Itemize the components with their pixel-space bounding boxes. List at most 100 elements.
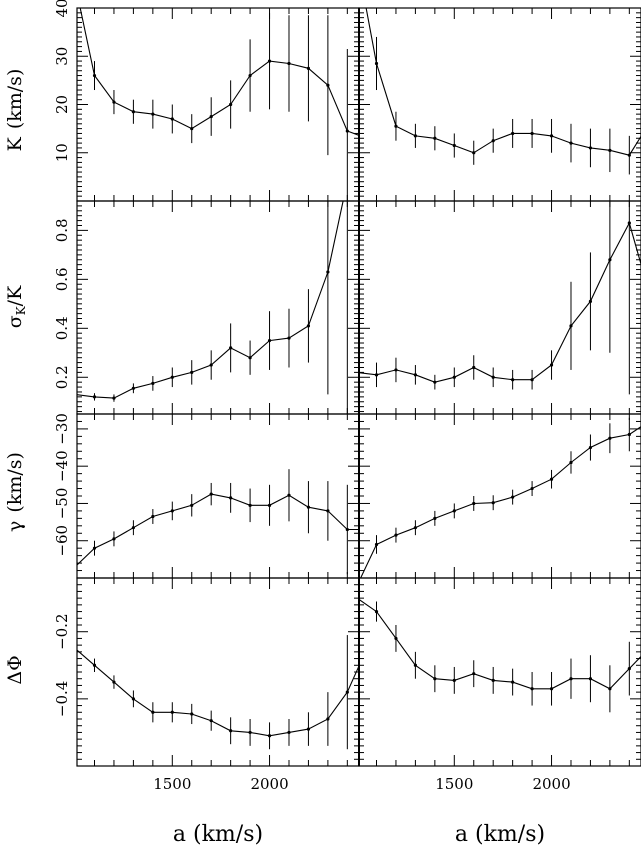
data-point (549, 134, 554, 138)
data-point (627, 153, 631, 157)
data-point (326, 509, 330, 513)
data-point (267, 338, 272, 343)
data-point (472, 151, 476, 155)
xlabel-left: a (km/s) (173, 822, 263, 847)
y-tick-label: 0.4 (53, 316, 71, 340)
data-point (491, 501, 495, 505)
panel-K-left: 10 20 30 40 (53, 0, 368, 202)
panel-gamma-left: −60 −50 −40 −30 (53, 413, 360, 579)
data-point (394, 368, 398, 372)
data-point (306, 66, 311, 70)
data-point (209, 719, 213, 723)
y-tick-label: 40 (53, 0, 71, 18)
x-tick-label: 2000 (532, 775, 570, 793)
panel-frame (76, 413, 360, 579)
series-line (77, 493, 359, 566)
series-K-right (365, 8, 641, 175)
data-point (73, 393, 76, 396)
data-point (229, 496, 233, 500)
data-point (345, 527, 349, 532)
data-point (287, 730, 291, 735)
data-point (287, 61, 291, 66)
data-point (248, 503, 252, 507)
data-point (374, 373, 379, 377)
data-point (151, 112, 155, 116)
data-point (306, 324, 311, 328)
xlabel-right: a (km/s) (455, 822, 545, 847)
data-point (530, 378, 534, 382)
x-labels: a (km/s) a (km/s) (173, 822, 545, 847)
data-point (345, 129, 349, 133)
data-point (209, 114, 213, 119)
data-point (151, 514, 155, 519)
y-tick-label: −50 (53, 488, 71, 520)
series-gamma-right (360, 417, 641, 578)
panel-frame (76, 200, 360, 415)
data-point (569, 141, 573, 145)
ylabel-dphi: ΔΦ (4, 655, 26, 684)
series-line (365, 8, 641, 156)
data-point (452, 143, 456, 148)
data-point (608, 436, 612, 440)
data-point (190, 127, 194, 131)
data-point (491, 678, 495, 682)
data-point (170, 375, 174, 379)
panel-gamma-right (358, 413, 641, 579)
data-point (112, 680, 116, 684)
panel-frame (358, 413, 641, 579)
data-point (569, 460, 573, 465)
y-tick-label: 0.6 (53, 267, 71, 291)
series-line (359, 221, 641, 383)
panel-frame (358, 7, 641, 202)
data-point (92, 663, 97, 667)
series-dphi-left (77, 635, 359, 750)
data-point (394, 636, 398, 641)
panel-frame (358, 200, 641, 415)
panel-frame (76, 577, 360, 767)
data-point (627, 221, 631, 225)
data-point (131, 110, 135, 114)
data-point (452, 678, 456, 682)
y-tick-label: 30 (53, 47, 71, 66)
data-point (452, 509, 456, 513)
data-point (131, 526, 135, 530)
series-gamma-left (73, 469, 359, 575)
data-point (530, 687, 534, 691)
data-point (588, 445, 593, 450)
series-K-left (79, 8, 368, 201)
panel-sigmaK-left: 0.2 0.4 0.6 0.8 (53, 200, 360, 415)
data-point (491, 139, 495, 143)
data-point (112, 396, 116, 400)
data-point (608, 258, 612, 262)
data-point (569, 324, 573, 328)
y-tick-label: −0.4 (53, 681, 71, 717)
panel-frame (358, 577, 641, 767)
data-point (413, 373, 417, 377)
panel-dphi-left: −0.4 −0.2 1500 2000 (53, 577, 360, 793)
series-line (79, 8, 359, 136)
ylabel-k: K(km/s) (4, 69, 26, 152)
y-tick-label: −60 (53, 525, 71, 557)
series-sigmaK-left (73, 201, 348, 414)
data-point (267, 503, 272, 507)
data-point (530, 131, 534, 136)
data-point (365, 137, 368, 140)
data-point (374, 542, 379, 547)
data-point (73, 565, 76, 568)
data-point (92, 546, 97, 550)
data-point (511, 680, 515, 684)
data-point (394, 533, 398, 537)
data-point (248, 73, 252, 78)
data-point (112, 100, 116, 104)
data-point (433, 380, 437, 384)
data-point (588, 146, 593, 150)
panel-sigmaK-right (358, 200, 641, 415)
data-point (374, 609, 379, 614)
data-point (530, 486, 534, 491)
data-point (433, 677, 437, 681)
data-point (170, 710, 174, 714)
data-point (287, 493, 291, 497)
y-tick-label: −40 (53, 450, 71, 482)
data-point (627, 432, 631, 437)
